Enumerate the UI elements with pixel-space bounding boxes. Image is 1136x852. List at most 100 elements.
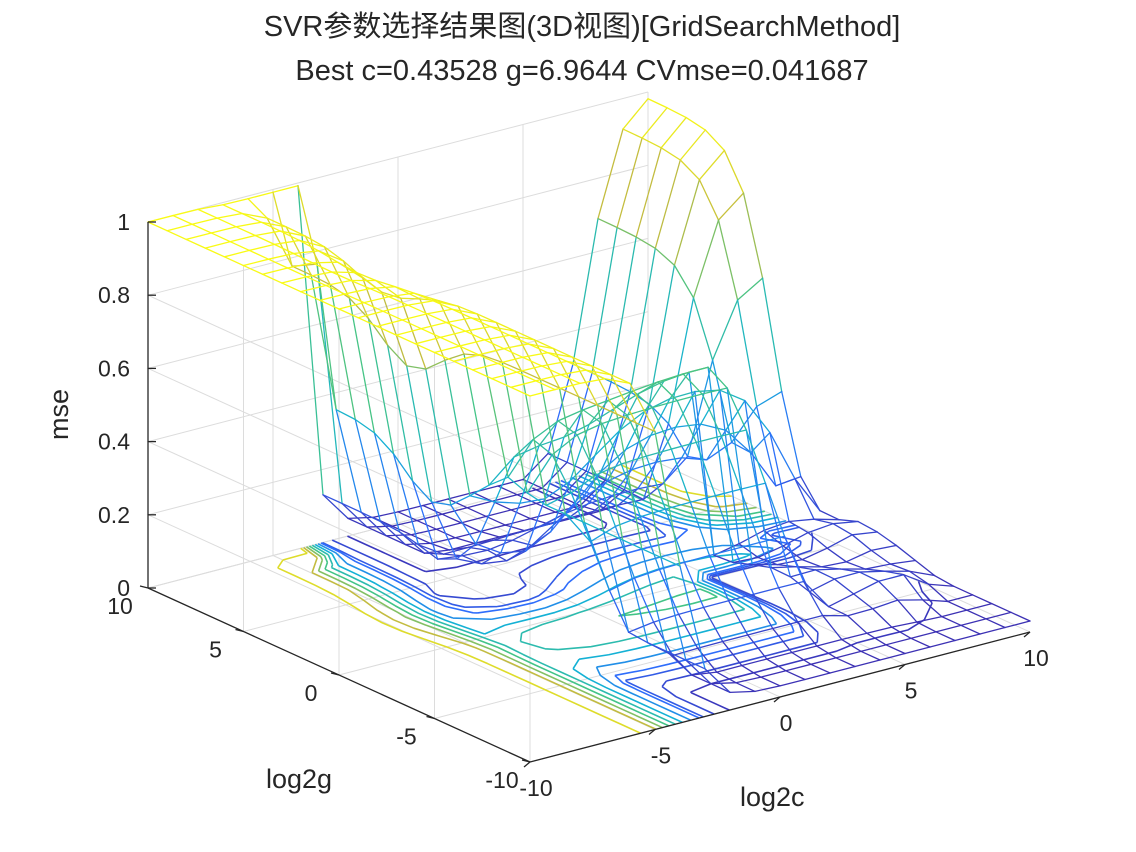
mesh-segment: [522, 356, 543, 367]
mesh-segment: [338, 301, 365, 310]
mesh-segment: [666, 650, 687, 661]
mesh-segment: [685, 659, 712, 685]
mesh-segment: [261, 273, 283, 284]
mesh-segment: [885, 644, 906, 655]
mesh-segment: [406, 365, 433, 503]
mesh-segment: [469, 484, 490, 497]
mesh-segment: [597, 404, 618, 415]
mesh-segment: [626, 414, 647, 457]
mesh-segment: [641, 137, 662, 149]
mesh-segment: [502, 347, 524, 358]
mesh-segment: [419, 298, 446, 361]
mesh-segment: [877, 580, 899, 601]
contour-line: [314, 475, 779, 724]
mesh-segment: [841, 638, 862, 652]
mesh-segment: [261, 267, 289, 275]
mesh-segment: [495, 321, 517, 332]
mesh-segment: [488, 476, 509, 486]
mesh-segment: [629, 247, 656, 393]
mesh-segment: [292, 252, 314, 264]
mesh-segment: [719, 389, 746, 402]
mesh-segment: [432, 300, 453, 310]
mesh-segment: [725, 399, 746, 431]
mesh-segment: [501, 361, 522, 372]
mesh-segment: [285, 226, 312, 276]
mesh-segment: [254, 230, 281, 237]
mesh-segment: [166, 230, 187, 241]
mesh-segment: [627, 621, 655, 633]
z-tick-label: 0.8: [98, 282, 130, 308]
mesh-segment: [254, 234, 276, 246]
mesh-segment: [673, 264, 695, 299]
mesh-segment: [438, 300, 465, 355]
mesh-segment: [488, 456, 515, 486]
mesh-segment: [331, 271, 352, 282]
mesh-segment: [979, 626, 1006, 635]
contour-line: [308, 471, 766, 727]
surface-mesh: [147, 98, 1031, 694]
mesh-segment: [535, 380, 556, 391]
mesh-segment: [454, 537, 476, 545]
mesh-segment: [632, 390, 653, 409]
mesh-segment: [481, 552, 502, 565]
z-tick-label: 0.6: [98, 355, 130, 381]
mesh-segment: [477, 347, 505, 356]
mesh-segment: [260, 221, 287, 228]
mesh-segment: [736, 277, 764, 301]
mesh-segment: [742, 192, 764, 279]
mesh-segment: [685, 659, 706, 670]
mesh-segment: [347, 516, 374, 520]
mesh-segment: [608, 577, 636, 592]
mesh-segment: [417, 544, 445, 555]
mesh-segment: [306, 276, 327, 287]
mesh-segment: [395, 334, 417, 345]
mesh-segment: [522, 352, 549, 358]
mesh-segment: [379, 520, 401, 533]
mesh-segment: [350, 279, 371, 290]
mesh-segment: [381, 291, 402, 299]
mesh-segment: [411, 480, 433, 503]
mesh-segment: [504, 524, 526, 532]
mesh-segment: [747, 634, 768, 660]
mesh-segment: [583, 521, 605, 532]
mesh-segment: [797, 621, 818, 647]
mesh-segment: [235, 221, 262, 228]
mesh-segment: [267, 258, 289, 269]
mesh-segment: [266, 217, 287, 228]
mesh-segment: [769, 431, 790, 523]
mesh-segment: [367, 317, 389, 346]
mesh-segment: [586, 494, 614, 505]
mesh-segment: [891, 621, 918, 628]
mesh-segment: [647, 98, 668, 109]
mesh-segment: [756, 390, 783, 408]
mesh-segment: [960, 624, 981, 635]
mesh-segment: [417, 544, 439, 560]
contour-line: [306, 469, 757, 729]
mesh-segment: [604, 378, 631, 385]
x-tick: [898, 664, 906, 670]
mesh-segment: [661, 455, 689, 485]
mesh-segment: [739, 488, 761, 544]
contour-projection: [277, 464, 933, 734]
mesh-segment: [947, 594, 974, 603]
mesh-segment: [445, 317, 472, 324]
mesh-segment: [489, 325, 511, 336]
mesh-segment: [895, 544, 917, 562]
mesh-segment: [826, 534, 853, 549]
mesh-segment: [492, 532, 520, 541]
mesh-segment: [544, 480, 571, 500]
mesh-segment: [685, 116, 706, 131]
mesh-segment: [914, 559, 936, 577]
mesh-segment: [638, 381, 659, 395]
mesh-segment: [600, 429, 621, 473]
mesh-segment: [616, 413, 637, 424]
mesh-segment: [727, 600, 749, 636]
mesh-segment: [429, 537, 456, 545]
mesh-segment: [860, 650, 881, 661]
z-tick-label: 0: [117, 575, 130, 601]
mesh-segment: [816, 638, 843, 647]
mesh-segment: [879, 652, 906, 661]
mesh-segment: [883, 570, 905, 576]
mesh-segment: [617, 488, 639, 506]
